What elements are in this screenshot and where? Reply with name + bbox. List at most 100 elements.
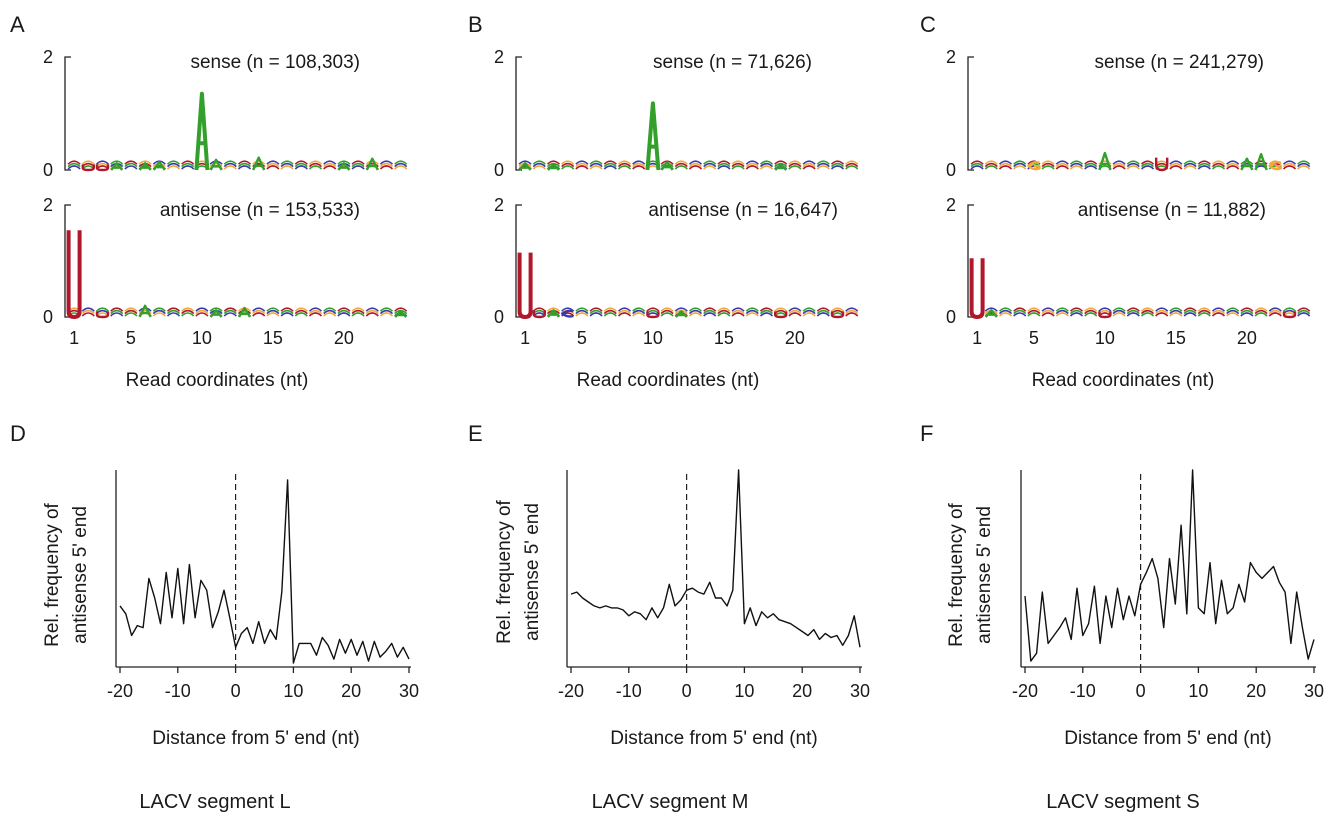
logo-low-info-letter (788, 162, 802, 168)
logo-low-info-letter (1126, 309, 1140, 315)
logo-letter-A-pos-4 (110, 162, 124, 171)
logo-low-info-letter (575, 312, 589, 317)
logo-low-info-letter (223, 160, 237, 165)
logo-low-info-letter (252, 160, 266, 165)
logo-low-info-letter (532, 160, 546, 165)
logo-low-info-letter (1183, 162, 1197, 168)
logo-low-info-letter (731, 312, 745, 317)
logo-letter-A-pos-14 (252, 156, 266, 171)
logo-low-info-letter (1211, 312, 1226, 317)
logo-low-info-letter (209, 307, 223, 312)
logo-low-info-letter (575, 309, 589, 315)
logo-low-info-letter (575, 165, 589, 170)
logo-low-info-letter (280, 312, 294, 317)
logo-low-info-letter (394, 160, 408, 165)
line-f-xlabel: Distance from 5' end (nt) (1064, 728, 1271, 749)
logo-low-info-letter (1282, 162, 1297, 168)
logo-panel-c-antisense: antisense (n = 11,882) 021 5 10 15 20 Read c… (946, 195, 1311, 391)
logo-letter-A-pos-22 (365, 157, 379, 171)
logo-low-info-letter (759, 309, 774, 315)
line-xtick-label: 20 (341, 681, 361, 701)
logo-low-info-letter (1169, 307, 1183, 312)
logo-low-info-letter (660, 307, 674, 312)
logo-low-info-letter (1226, 307, 1240, 312)
line-xtick-label: -20 (1012, 681, 1038, 701)
logo-ytick-label: 0 (946, 160, 956, 180)
logo-low-info-letter (1112, 162, 1126, 168)
logo-low-info-letter (603, 165, 617, 170)
logo-low-info-letter (1055, 312, 1069, 317)
logo-low-info-letter (266, 160, 280, 165)
logo-low-info-letter (1240, 162, 1254, 168)
logo-low-info-letter (603, 162, 617, 168)
line-xtick-label: -10 (1070, 681, 1096, 701)
logo-low-info-letter (1140, 312, 1155, 317)
logo-low-info-letter (1069, 312, 1084, 317)
logo-low-info-letter (166, 165, 181, 170)
logo-low-info-letter (67, 162, 81, 168)
logo-low-info-letter (688, 307, 703, 312)
logo-low-info-letter (1197, 162, 1211, 168)
logo-low-info-letter (617, 307, 632, 312)
logo-c-sense-marks: 02 (946, 47, 1311, 180)
line-xtick-label: 0 (682, 681, 692, 701)
logo-letter-A-pos-12 (674, 310, 688, 318)
logo-low-info-letter (166, 162, 181, 168)
logo-low-info-letter (617, 312, 632, 317)
line-xtick-label: -10 (616, 681, 642, 701)
logo-low-info-letter (1268, 309, 1282, 315)
logo-y-axis (515, 204, 522, 318)
logo-low-info-letter (1211, 160, 1226, 165)
logo-low-info-letter (181, 312, 195, 317)
logo-low-info-letter (1041, 307, 1055, 312)
logo-low-info-letter (788, 165, 802, 170)
logo-b-sense-label: sense (n = 71,626) (653, 52, 812, 73)
logo-low-info-letter (788, 160, 802, 165)
line-xtick-label: 0 (231, 681, 241, 701)
logo-low-info-letter (1013, 165, 1027, 170)
line-e-marks: -20 -10 0 10 20 30 (558, 469, 870, 701)
logo-low-info-letter (816, 160, 830, 165)
line-f-ylabel-line2: antisense 5' end (974, 506, 995, 644)
logo-low-info-letter (1084, 307, 1098, 312)
logo-low-info-letter (830, 160, 845, 165)
logo-low-info-letter (1041, 165, 1055, 170)
logo-letter-A-pos-11 (209, 309, 223, 318)
logo-low-info-letter (266, 165, 280, 170)
logo-low-info-letter (152, 312, 166, 317)
logo-low-info-letter (294, 165, 308, 170)
logo-low-info-letter (717, 309, 731, 315)
logo-low-info-letter (1183, 312, 1197, 317)
logo-low-info-letter (759, 165, 774, 170)
logo-low-info-letter (1126, 165, 1140, 170)
logo-low-info-letter (138, 309, 152, 315)
logo-low-info-letter (223, 309, 237, 315)
logo-low-info-letter (95, 307, 110, 312)
logo-low-info-letter (351, 160, 365, 165)
logo-low-info-letter (845, 307, 859, 312)
logo-letter-C-pos-4 (561, 309, 574, 318)
logo-low-info-letter (323, 309, 337, 315)
logo-low-info-letter (1069, 162, 1084, 168)
logo-letter-U-pos-2 (532, 310, 546, 319)
line-d-marks: -20 -10 0 10 20 30 (107, 470, 419, 701)
logo-low-info-letter (209, 162, 223, 168)
logo-low-info-letter (1126, 160, 1140, 165)
logo-letter-A-pos-10 (1098, 151, 1112, 171)
logo-letter-A-pos-10 (645, 101, 661, 171)
logo-low-info-letter (998, 312, 1013, 317)
logo-low-info-letter (745, 165, 759, 170)
logo-low-info-letter (845, 160, 859, 165)
logo-letter-A-pos-11 (209, 158, 223, 171)
logo-low-info-letter (688, 162, 703, 168)
logo-low-info-letter (998, 165, 1013, 170)
logo-low-info-letter (294, 307, 308, 312)
logo-low-info-letter (237, 160, 252, 165)
logo-low-info-letter (152, 307, 166, 312)
logo-low-info-letter (1211, 307, 1226, 312)
logo-low-info-letter (1155, 309, 1169, 315)
logo-ytick-label: 0 (494, 307, 504, 327)
line-f-ylabel-line1: Rel. frequency of (946, 502, 967, 646)
logo-low-info-letter (81, 312, 95, 317)
logo-low-info-letter (266, 312, 280, 317)
